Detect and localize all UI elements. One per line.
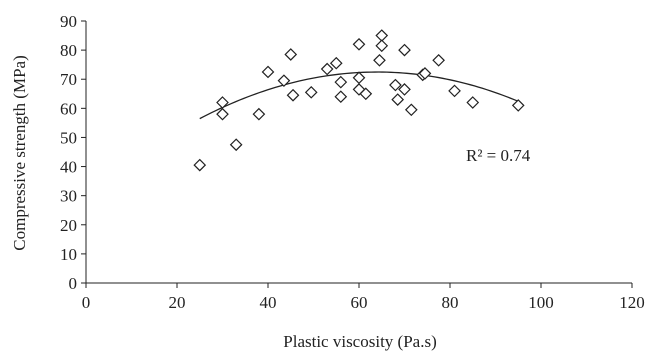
data-point	[252, 107, 266, 121]
y-tick-label: 10	[60, 245, 77, 264]
data-point	[284, 48, 298, 61]
data-point	[391, 93, 405, 106]
y-tick-label: 0	[69, 274, 78, 293]
data-point	[389, 78, 402, 92]
data-point	[229, 138, 243, 152]
data-point	[334, 90, 348, 104]
data-points	[193, 29, 525, 172]
data-point	[320, 62, 334, 76]
data-point	[329, 56, 343, 70]
y-axis-ticks: 0 10 20 30 40 50 60 70 80 90	[60, 12, 86, 293]
data-point	[398, 43, 411, 57]
data-point	[352, 37, 366, 51]
data-point	[466, 96, 480, 109]
x-tick-label: 100	[528, 293, 554, 312]
data-point	[404, 103, 418, 117]
x-tick-label: 60	[351, 293, 368, 312]
data-point	[286, 88, 300, 102]
y-tick-label: 70	[60, 70, 77, 89]
y-tick-label: 40	[60, 158, 77, 177]
data-point	[193, 158, 207, 172]
data-point	[277, 74, 291, 88]
x-tick-label: 20	[169, 293, 186, 312]
data-point	[418, 67, 432, 80]
y-tick-label: 30	[60, 187, 77, 206]
data-point	[261, 65, 275, 79]
data-point	[448, 84, 461, 98]
y-tick-label: 90	[60, 12, 77, 31]
y-tick-label: 60	[60, 99, 77, 118]
data-point	[334, 75, 348, 89]
x-axis-label: Plastic viscosity (Pa.s)	[283, 332, 436, 351]
data-point	[373, 53, 386, 67]
r-squared-annotation: R² = 0.74	[466, 146, 531, 165]
data-point	[304, 85, 318, 99]
y-tick-label: 50	[60, 128, 77, 147]
y-axis-label: Compressive strength (MPa)	[10, 55, 29, 250]
x-axis-ticks: 0 20 40 60 80 100 120	[82, 283, 645, 312]
x-tick-label: 120	[619, 293, 645, 312]
data-point	[352, 71, 366, 85]
data-point	[375, 39, 389, 53]
data-point	[216, 107, 229, 121]
x-tick-label: 80	[442, 293, 459, 312]
data-point	[511, 99, 525, 112]
x-tick-label: 40	[260, 293, 277, 312]
data-point	[432, 53, 445, 67]
y-tick-label: 80	[60, 41, 77, 60]
data-point	[398, 83, 411, 96]
x-tick-label: 0	[82, 293, 91, 312]
data-point	[359, 87, 373, 101]
y-tick-label: 20	[60, 216, 77, 235]
